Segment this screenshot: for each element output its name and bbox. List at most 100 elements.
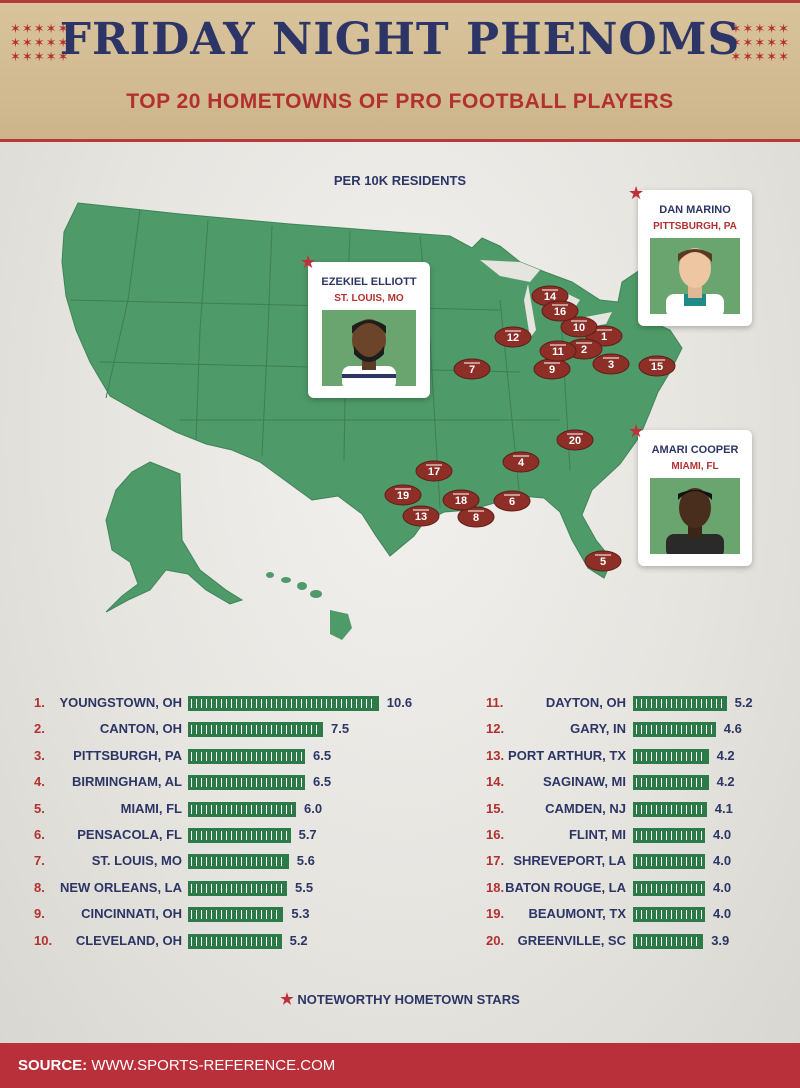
football-rank-label: 8 (473, 512, 479, 524)
ranking-row: 2. CANTON, OH 7.5 (0, 718, 400, 740)
star-icon: ★ (280, 991, 294, 1008)
value-label: 4.0 (713, 853, 732, 869)
value-label: 10.6 (386, 695, 413, 710)
rank-number: 5. (34, 800, 45, 816)
value-bar (188, 907, 284, 923)
source-url[interactable]: WWW.SPORTS-REFERENCE.COM (91, 1057, 336, 1074)
value-bar (633, 801, 707, 817)
football-rank-label: 18 (455, 495, 467, 507)
football-marker: 17 (415, 460, 453, 482)
value-label: 5.3 (291, 906, 310, 922)
city-label: SAGINAW, MI (542, 774, 626, 790)
ranking-row: 20. GREENVILLE, SC 3.9 (400, 930, 800, 952)
football-marker: 8 (457, 506, 495, 528)
header-top-line (0, 0, 800, 3)
star-marker-cooper: ★ (628, 421, 645, 441)
city-label: PORT ARTHUR, TX (508, 747, 626, 763)
value-label: 4.1 (714, 800, 733, 816)
value-label: 4.0 (713, 906, 732, 922)
football-rank-label: 3 (608, 359, 614, 371)
city-label: NEW ORLEANS, LA (59, 879, 182, 895)
value-bar (188, 880, 287, 896)
city-label: SHREVEPORT, LA (513, 853, 626, 869)
star-name: DAN MARINO (659, 204, 731, 216)
football-marker: 11 (539, 340, 577, 362)
football-rank-label: 4 (518, 457, 525, 469)
bar-stripes (191, 831, 288, 840)
star-name: AMARI COOPER (651, 444, 739, 456)
great-lakes (480, 260, 612, 338)
ranking-row: 4. BIRMINGHAM, AL 6.5 (0, 771, 400, 793)
rank-number: 20. (486, 932, 505, 948)
header-banner: ✶✶✶✶✶ ✶✶✶✶✶ ✶✶✶✶✶ ✶✶✶✶✶ ✶✶✶✶✶ ✶✶✶✶✶ FRID… (0, 0, 800, 142)
bar-stripes (191, 751, 302, 761)
city-label: BEAUMONT, TX (528, 906, 627, 922)
ranking-row: 14. SAGINAW, MI 4.2 (400, 771, 800, 793)
rank-number: 17. (486, 853, 505, 869)
bar-stripes (191, 910, 281, 920)
value-bar (633, 696, 727, 711)
ranking-row: 18. BATON ROUGE, LA 4.0 (400, 877, 800, 899)
star-card-cooper: AMARI COOPER MIAMI, FL (638, 430, 752, 566)
city-label: BATON ROUGE, LA (505, 879, 626, 895)
rank-number: 13. (486, 747, 505, 763)
football-rank-label: 13 (415, 511, 427, 523)
rank-number: 4. (34, 774, 45, 790)
football-rank-label: 5 (600, 556, 606, 568)
rank-number: 12. (486, 721, 505, 737)
rank-number: 15. (486, 800, 505, 816)
city-label: GARY, IN (570, 721, 626, 737)
ranking-row: 12. GARY, IN 4.6 (400, 718, 800, 740)
football-rank-label: 6 (509, 496, 515, 508)
city-label: FLINT, MI (568, 827, 626, 842)
bar-stripes (636, 936, 701, 946)
value-bar (188, 854, 289, 870)
bar-stripes (636, 725, 713, 735)
city-label: CAMDEN, NJ (545, 800, 626, 816)
value-bar (633, 907, 705, 923)
football-rank-label: 10 (573, 322, 585, 334)
football-rank-label: 12 (507, 332, 519, 344)
city-label: CANTON, OH (99, 721, 182, 737)
ranking-row: 7. ST. LOUIS, MO 5.6 (0, 850, 400, 872)
rank-number: 10. (34, 932, 53, 948)
city-label: CINCINNATI, OH (81, 906, 182, 922)
bar-stripes (636, 883, 702, 893)
map-alaska (105, 461, 244, 613)
header-bottom-line (0, 139, 800, 142)
ranking-row: 17. SHREVEPORT, LA 4.0 (400, 850, 800, 872)
value-bar (633, 748, 709, 764)
bar-stripes (636, 910, 702, 920)
value-label: 4.0 (713, 879, 732, 895)
page-title: FRIDAY NIGHT PHENOMS (59, 14, 741, 65)
football-marker: 10 (560, 316, 598, 338)
source-line: SOURCE: WWW.SPORTS-REFERENCE.COM (18, 1057, 335, 1074)
star-card-marino: DAN MARINO PITTSBURGH, PA (638, 190, 752, 326)
rank-number: 19. (486, 906, 505, 922)
page-subtitle: TOP 20 HOMETOWNS OF PRO FOOTBALL PLAYERS (126, 90, 674, 113)
player-portrait (650, 478, 740, 554)
city-label: DAYTON, OH (545, 695, 626, 710)
value-label: 5.2 (734, 695, 753, 710)
bar-stripes (191, 725, 320, 735)
value-bar (188, 722, 323, 738)
rank-number: 2. (34, 721, 45, 737)
source-label: SOURCE: (18, 1057, 88, 1074)
star-marker-elliott: ★ (300, 252, 317, 272)
rank-number: 16. (486, 827, 505, 842)
bar-stripes (191, 804, 293, 814)
football-marker: 4 (502, 451, 540, 473)
football-marker: 12 (494, 326, 532, 348)
football-rank-label: 14 (544, 291, 557, 303)
value-label: 4.2 (716, 747, 735, 763)
value-bar (188, 801, 296, 817)
value-bar (188, 775, 305, 791)
value-bar (633, 775, 709, 791)
ranking-row: 10. CLEVELAND, OH 5.2 (0, 930, 400, 952)
football-marker: 16 (541, 300, 579, 322)
rank-number: 6. (34, 827, 45, 842)
value-label: 4.0 (713, 827, 732, 842)
value-bar (633, 722, 716, 738)
football-rank-label: 20 (569, 435, 581, 447)
